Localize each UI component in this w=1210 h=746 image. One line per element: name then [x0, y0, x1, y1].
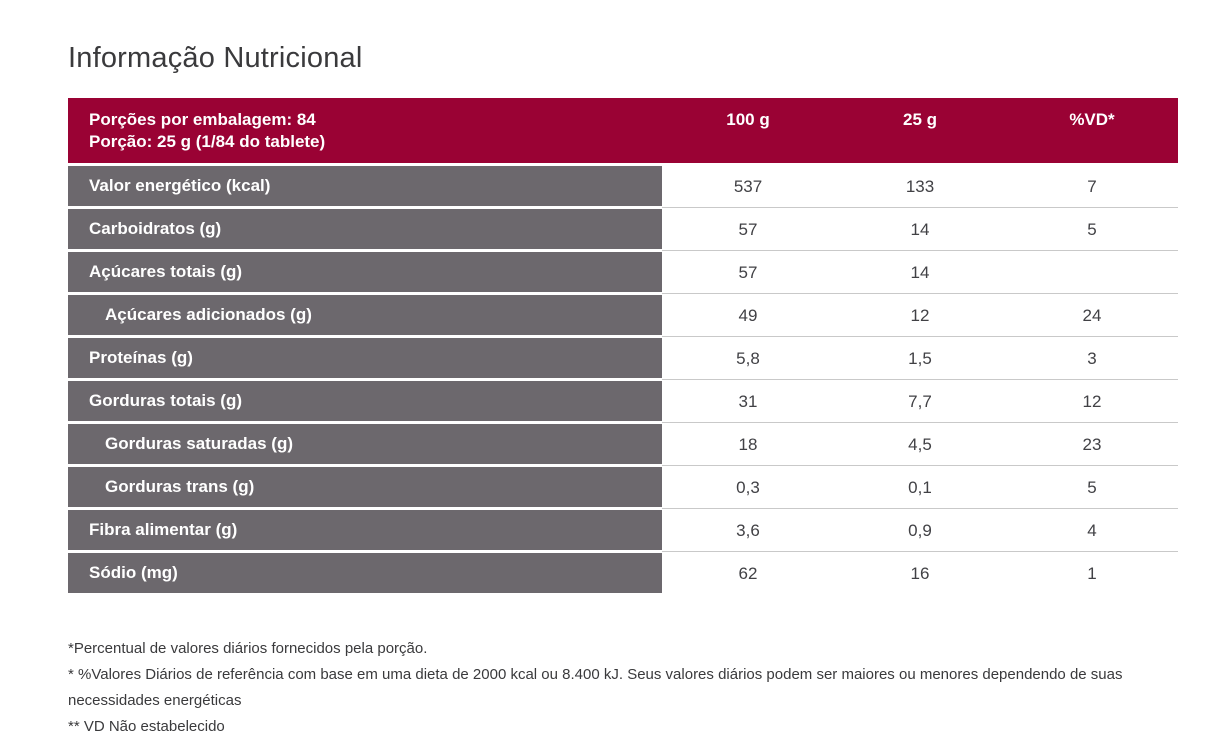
column-header-vd: %VD* [1069, 110, 1115, 129]
nutrient-row: Gorduras saturadas (g) 18 4,5 23 [68, 424, 1178, 467]
nutrient-row: Sódio (mg) 62 16 1 [68, 553, 1178, 596]
column-header-100g: 100 g [726, 110, 770, 129]
value-100g: 5,8 [736, 348, 760, 368]
value-vd-percent: 12 [1082, 391, 1102, 411]
page-title: Informação Nutricional [68, 42, 363, 74]
nutrient-row: Gorduras trans (g) 0,3 0,1 5 [68, 467, 1178, 510]
nutrient-label: Gorduras trans (g) [68, 467, 662, 507]
value-100g: 0,3 [736, 477, 760, 497]
page-content: Informação Nutricional Porções por embal… [68, 42, 1178, 740]
nutrient-label: Açúcares totais (g) [68, 252, 662, 292]
nutrient-row: Açúcares totais (g) 57 14 [68, 252, 1178, 295]
value-100g: 537 [733, 176, 763, 196]
value-25g: 1,5 [908, 348, 932, 368]
nutrient-label: Proteínas (g) [68, 338, 662, 378]
value-25g: 16 [910, 564, 930, 583]
nutrient-label: Fibra alimentar (g) [68, 510, 662, 550]
value-25g: 7,7 [908, 391, 932, 411]
nutrient-label: Gorduras totais (g) [68, 381, 662, 421]
value-100g: 3,6 [736, 520, 760, 540]
nutrient-label: Açúcares adicionados (g) [68, 295, 662, 335]
value-100g: 18 [738, 434, 758, 454]
value-25g: 14 [910, 262, 930, 282]
value-25g: 0,9 [908, 520, 932, 540]
nutrient-values: 57 14 5 [662, 209, 1178, 251]
nutrient-values: 0,3 0,1 5 [662, 467, 1178, 509]
nutrient-values: 49 12 24 [662, 295, 1178, 337]
value-100g: 62 [738, 564, 758, 583]
value-25g: 133 [905, 176, 935, 196]
value-vd-percent: 3 [1087, 348, 1097, 368]
serving-size: Porção: 25 g (1/84 do tablete) [89, 132, 326, 151]
nutrient-values: 62 16 1 [662, 553, 1178, 595]
footnote-percent-daily-values: *Percentual de valores diários fornecido… [68, 640, 428, 657]
value-100g: 57 [738, 219, 758, 239]
nutrient-label: Gorduras saturadas (g) [68, 424, 662, 464]
nutrient-row: Proteínas (g) 5,8 1,5 3 [68, 338, 1178, 381]
nutrient-values: 5,8 1,5 3 [662, 338, 1178, 380]
nutrient-row: Carboidratos (g) 57 14 5 [68, 209, 1178, 252]
value-vd-percent: 4 [1087, 520, 1097, 540]
value-vd-percent: 5 [1087, 219, 1097, 239]
nutrient-label: Valor energético (kcal) [68, 166, 662, 206]
value-vd-percent: 5 [1087, 477, 1097, 497]
nutrient-label: Sódio (mg) [68, 553, 662, 593]
value-vd-percent: 1 [1087, 564, 1097, 583]
value-25g: 14 [910, 219, 930, 239]
value-25g: 4,5 [908, 434, 932, 454]
footnote-vd-not-established: ** VD Não estabelecido [68, 718, 225, 735]
nutrient-values: 31 7,7 12 [662, 381, 1178, 423]
serving-info: Porções por embalagem: 84 Porção: 25 g (… [68, 98, 662, 163]
servings-per-package: Porções por embalagem: 84 [89, 110, 316, 129]
nutrient-values: 3,6 0,9 4 [662, 510, 1178, 552]
table-header: Porções por embalagem: 84 Porção: 25 g (… [68, 98, 1178, 163]
value-100g: 57 [738, 262, 758, 282]
column-header-25g: 25 g [902, 110, 938, 129]
nutrient-values: 537 133 7 [662, 166, 1178, 208]
nutrient-values: 18 4,5 23 [662, 424, 1178, 466]
nutrient-row: Fibra alimentar (g) 3,6 0,9 4 [68, 510, 1178, 553]
nutrient-row: Valor energético (kcal) 537 133 7 [68, 166, 1178, 209]
nutrient-row: Gorduras totais (g) 31 7,7 12 [68, 381, 1178, 424]
footnotes: *Percentual de valores diários fornecido… [68, 636, 1173, 740]
column-headers: 100 g 25 g %VD* [662, 98, 1178, 163]
nutrient-label: Carboidratos (g) [68, 209, 662, 249]
footnote-reference-diet: * %Valores Diários de referência com bas… [68, 666, 1123, 709]
value-100g: 49 [738, 305, 758, 325]
table-body: Valor energético (kcal) 537 133 7 Carboi… [68, 166, 1178, 596]
value-25g: 0,1 [908, 477, 932, 497]
value-25g: 12 [910, 305, 930, 325]
nutrition-table: Porções por embalagem: 84 Porção: 25 g (… [68, 98, 1178, 596]
nutrient-values: 57 14 [662, 252, 1178, 294]
value-vd-percent: 24 [1082, 305, 1102, 325]
nutrient-row: Açúcares adicionados (g) 49 12 24 [68, 295, 1178, 338]
value-vd-percent: 7 [1087, 176, 1097, 196]
value-100g: 31 [738, 391, 758, 411]
value-vd-percent: 23 [1082, 434, 1102, 454]
